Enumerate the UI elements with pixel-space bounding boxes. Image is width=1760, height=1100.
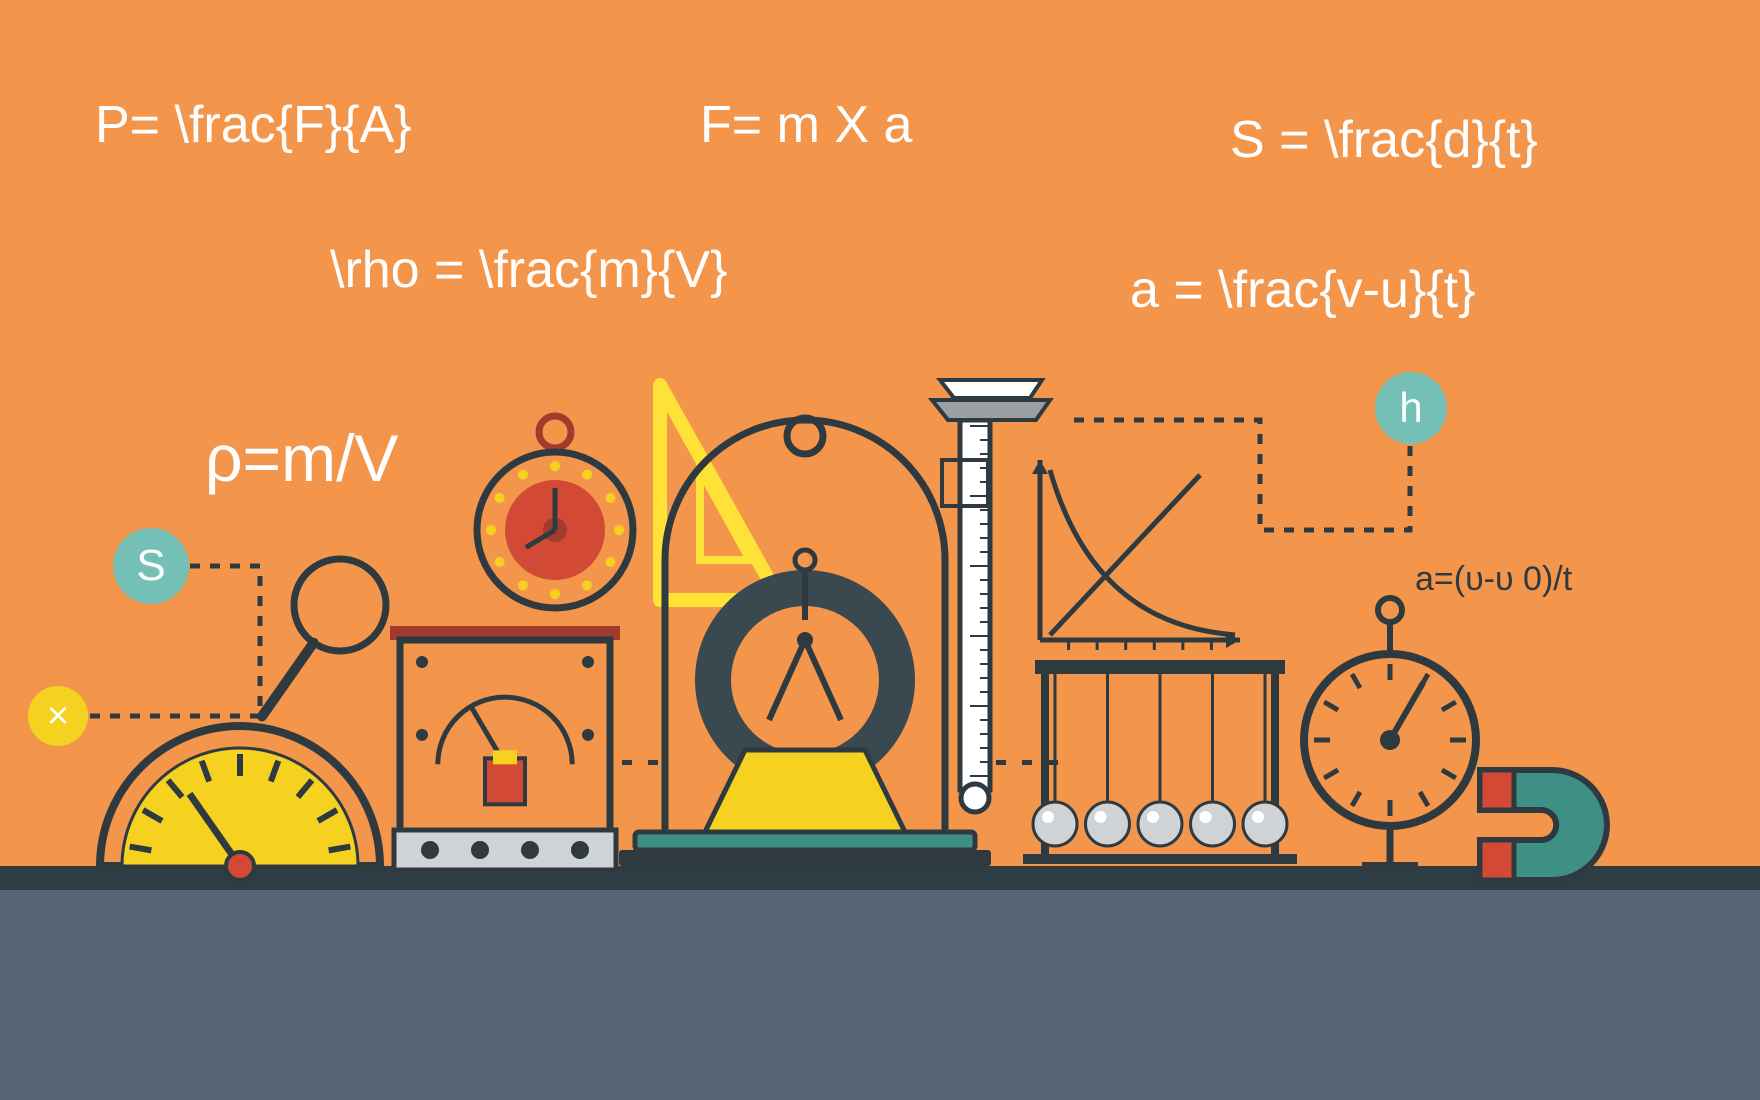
formula-accel-small: a=(υ-υ 0)/t [1415, 560, 1572, 599]
physics-infographic: P= \frac{F}{A} F= m X a S = \frac{d}{t} \rh… [0, 0, 1760, 1100]
badge-s: S [113, 528, 189, 604]
badge-h: h [1375, 372, 1447, 444]
dash-dot-0 [622, 760, 632, 765]
stopwatch-icon [477, 416, 633, 608]
badge-x: × [28, 686, 88, 746]
formula-speed: S = \frac{d}{t} [1230, 110, 1538, 170]
dash-dot-3 [996, 760, 1006, 765]
table-front [0, 890, 1760, 1100]
dash-dot-4 [1022, 760, 1032, 765]
semicircle-gauge-icon [100, 726, 380, 880]
magnifier-icon [262, 559, 386, 716]
dash-dot-1 [648, 760, 658, 765]
formula-density_latex: \rho = \frac{m}{V} [330, 240, 727, 300]
formula-force: F= m X a [700, 95, 912, 155]
bell-jar-icon [619, 418, 991, 866]
dashed-path-h [1065, 420, 1410, 530]
formula-density: ρ=m/V [205, 420, 398, 496]
caliper-ruler-icon [932, 380, 1050, 812]
formula-pressure: P= \frac{F}{A} [95, 95, 412, 155]
ammeter-icon [390, 626, 620, 870]
graph-icon [1032, 460, 1240, 650]
pressure-gauge-icon [1304, 598, 1476, 866]
formula-accel_latex: a = \frac{v-u}{t} [1130, 260, 1475, 320]
set-square-icon [660, 385, 780, 600]
magnet-icon [1480, 770, 1607, 880]
newtons-cradle-icon [1023, 660, 1297, 864]
